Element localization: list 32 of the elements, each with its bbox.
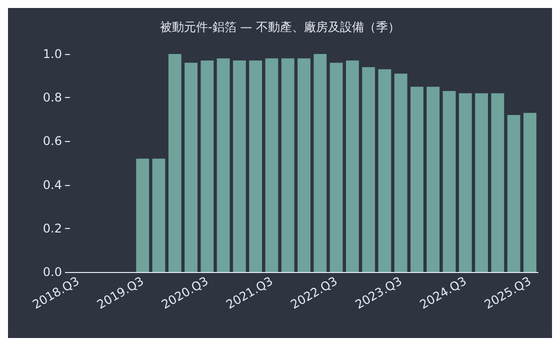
bar [249, 60, 262, 272]
bar [507, 115, 520, 272]
bar [475, 93, 488, 272]
y-tick-label: 0.4 [42, 178, 62, 192]
bar [232, 60, 246, 272]
bar [426, 86, 440, 272]
chart-title: 被動元件-鋁箔 — 不動產、廠房及設備（季） [160, 20, 400, 34]
bar [458, 93, 472, 272]
bar [265, 58, 278, 272]
bar [394, 74, 408, 272]
bar [362, 67, 376, 272]
bar [523, 112, 536, 272]
bar [491, 93, 504, 272]
bar [346, 60, 359, 272]
bar [200, 60, 214, 272]
bar [442, 91, 456, 272]
bar [168, 54, 182, 272]
bar [314, 54, 327, 272]
bar [410, 86, 424, 272]
y-tick-label: 1.0 [42, 47, 62, 61]
y-tick-label: 0.6 [42, 134, 62, 148]
bar [281, 58, 294, 272]
bar [136, 158, 150, 272]
y-tick-label: 0.8 [42, 90, 62, 105]
bar [330, 62, 343, 272]
y-tick-label: 0.2 [42, 221, 62, 236]
bar [216, 58, 230, 272]
bar [298, 58, 310, 272]
bar [152, 158, 166, 272]
bar [184, 62, 198, 272]
y-tick-label: 0.0 [42, 265, 62, 279]
bar [378, 69, 392, 272]
